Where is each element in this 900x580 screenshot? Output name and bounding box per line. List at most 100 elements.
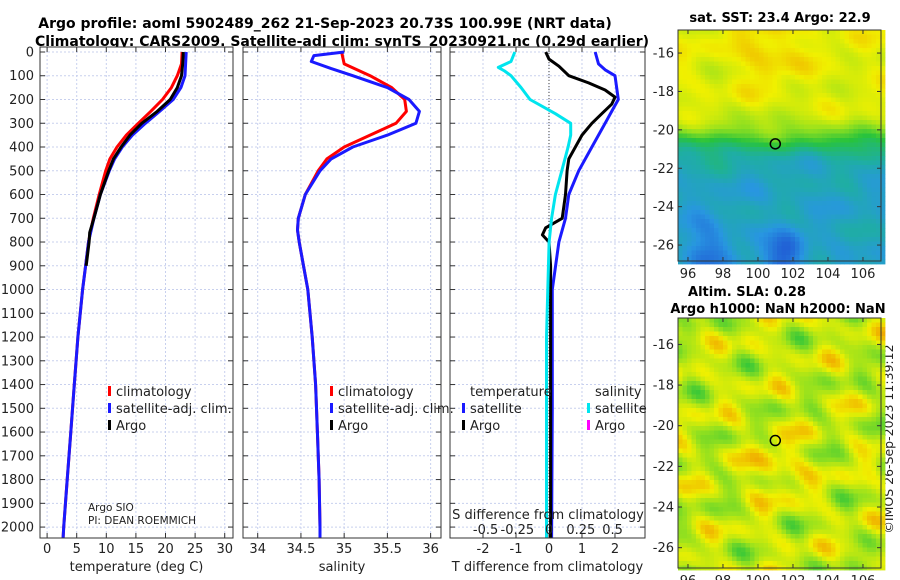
map-cell xyxy=(750,327,755,332)
map-cell xyxy=(745,367,751,373)
map-cell xyxy=(844,403,850,409)
map-cell xyxy=(700,111,706,116)
map-cell xyxy=(835,327,841,332)
map-cell xyxy=(786,421,791,427)
map-cell xyxy=(781,147,787,152)
map-cell xyxy=(799,214,805,220)
map-cell xyxy=(772,156,778,161)
map-cell xyxy=(880,201,886,206)
map-cell xyxy=(772,79,778,85)
map-cell xyxy=(880,259,886,265)
map-cell xyxy=(718,169,724,175)
map-cell xyxy=(750,471,755,476)
map-cell xyxy=(804,241,809,247)
map-cell xyxy=(862,52,868,58)
map-cell xyxy=(781,502,787,508)
map-cell xyxy=(813,520,818,526)
map-cell xyxy=(862,363,868,368)
map-cell xyxy=(876,79,881,85)
map-cell xyxy=(709,457,715,463)
map-cell xyxy=(759,183,764,188)
map-cell xyxy=(786,129,791,134)
map-cell xyxy=(732,444,737,449)
map-cell xyxy=(876,93,881,98)
map-cell xyxy=(844,358,850,364)
map-cell xyxy=(831,259,836,265)
map-cell xyxy=(768,84,773,89)
map-cell xyxy=(831,210,836,215)
map-cell xyxy=(844,39,850,44)
map-cell xyxy=(835,196,841,202)
map-cell xyxy=(741,331,746,337)
map-cell xyxy=(858,493,863,499)
map-cell xyxy=(840,228,845,233)
map-cell xyxy=(727,151,733,157)
map-cell xyxy=(754,214,760,220)
map-cell xyxy=(790,129,796,134)
map-cell xyxy=(790,381,796,386)
map-cell xyxy=(790,115,796,121)
map-cell xyxy=(768,502,773,508)
map-cell xyxy=(790,403,796,409)
map-cell xyxy=(700,385,706,391)
sla-map xyxy=(677,317,886,571)
map-cell xyxy=(799,475,805,481)
map-cell xyxy=(781,205,787,211)
map-cell xyxy=(705,525,710,530)
map-cell xyxy=(691,331,697,337)
map-cell xyxy=(826,349,832,355)
map-cell xyxy=(772,223,778,229)
map-cell xyxy=(876,421,881,427)
map-cell xyxy=(754,246,760,251)
map-cell xyxy=(714,322,719,328)
map-cell xyxy=(714,336,719,341)
map-cell xyxy=(790,412,796,418)
map-cell xyxy=(718,219,724,224)
map-cell xyxy=(709,430,715,436)
map-cell xyxy=(768,66,773,71)
map-cell xyxy=(691,318,697,323)
map-cell xyxy=(732,246,737,251)
map-cell xyxy=(853,43,859,49)
map-cell xyxy=(813,444,818,449)
map-cell xyxy=(831,498,836,503)
map-cell xyxy=(781,426,787,431)
map-cell xyxy=(759,178,764,184)
map-cell xyxy=(867,39,872,44)
map-cell xyxy=(723,471,728,476)
map-cell xyxy=(736,412,742,418)
map-cell xyxy=(709,327,715,332)
map-cell xyxy=(835,201,841,206)
map-cell xyxy=(768,255,773,260)
map-cell xyxy=(750,183,755,188)
map-cell xyxy=(714,421,719,427)
map-cell xyxy=(678,462,683,467)
map-cell xyxy=(844,75,850,80)
map-cell xyxy=(840,174,845,179)
map-cell xyxy=(799,421,805,427)
map-cell xyxy=(718,66,724,71)
map-cell xyxy=(696,106,701,112)
map-cell xyxy=(862,129,868,134)
map-cell xyxy=(831,160,836,166)
map-cell xyxy=(696,399,701,404)
map-cell xyxy=(795,178,800,184)
map-cell xyxy=(705,466,710,472)
map-cell xyxy=(871,511,877,517)
map-cell xyxy=(799,133,805,139)
map-cell xyxy=(835,133,841,139)
map-cell xyxy=(763,331,769,337)
map-cell xyxy=(696,34,701,40)
map-cell xyxy=(714,331,719,337)
map-cell xyxy=(795,75,800,80)
map-cell xyxy=(876,246,881,251)
map-cell xyxy=(705,412,710,418)
map-cell xyxy=(732,322,737,328)
map-cell xyxy=(736,61,742,67)
map-cell xyxy=(799,34,805,40)
map-cell xyxy=(808,255,814,260)
map-cell xyxy=(741,376,746,382)
map-cell xyxy=(723,165,728,170)
map-cell xyxy=(786,318,791,323)
map-cell xyxy=(849,399,854,404)
